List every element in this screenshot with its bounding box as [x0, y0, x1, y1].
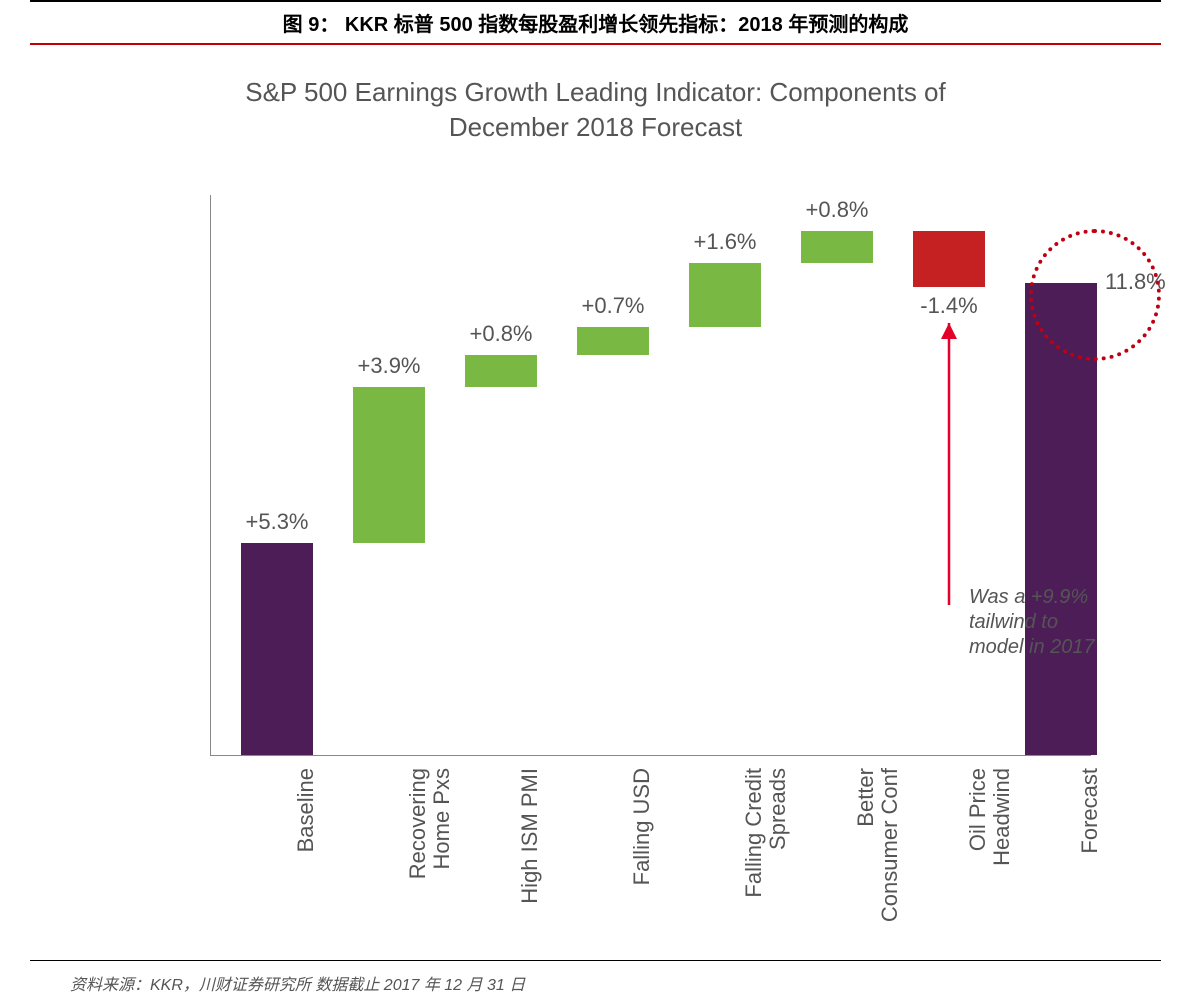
x-axis-label: Baseline: [294, 768, 318, 852]
figure-caption-row: 图 9： KKR 标普 500 指数每股盈利增长领先指标：2018 年预测的构成: [30, 0, 1161, 45]
figure-source-footer: 资料来源：KKR，川财证券研究所 数据截止 2017 年 12 月 31 日: [30, 960, 1161, 1005]
highlight-ring: [1029, 229, 1161, 361]
x-axis-label: Falling USD: [630, 768, 654, 885]
x-axis-label: Oil Price Headwind: [966, 768, 1014, 866]
x-axis-label: Recovering Home Pxs: [406, 768, 454, 879]
x-axis-label: Forecast: [1078, 768, 1102, 854]
chart-x-axis-labels: Baseline Recovering Home Pxs High ISM PMI F…: [210, 756, 1091, 956]
figure-container: 图 9： KKR 标普 500 指数每股盈利增长领先指标：2018 年预测的构成…: [0, 0, 1191, 1005]
x-axis-label: Falling Credit Spreads: [742, 768, 790, 898]
x-axis-label: High ISM PMI: [518, 768, 542, 904]
annotation-text: Was a +9.9% tailwind to model in 2017: [969, 585, 1095, 660]
chart-title: S&P 500 Earnings Growth Leading Indicato…: [206, 75, 986, 145]
annotation-arrow: [211, 195, 1091, 755]
figure-caption: 图 9： KKR 标普 500 指数每股盈利增长领先指标：2018 年预测的构成: [283, 14, 909, 36]
chart-plot-area: +5.3%+3.9%+0.8%+0.7%+1.6%+0.8%-1.4%11.8%…: [210, 195, 1091, 756]
x-axis-label: Better Consumer Conf: [854, 768, 902, 922]
